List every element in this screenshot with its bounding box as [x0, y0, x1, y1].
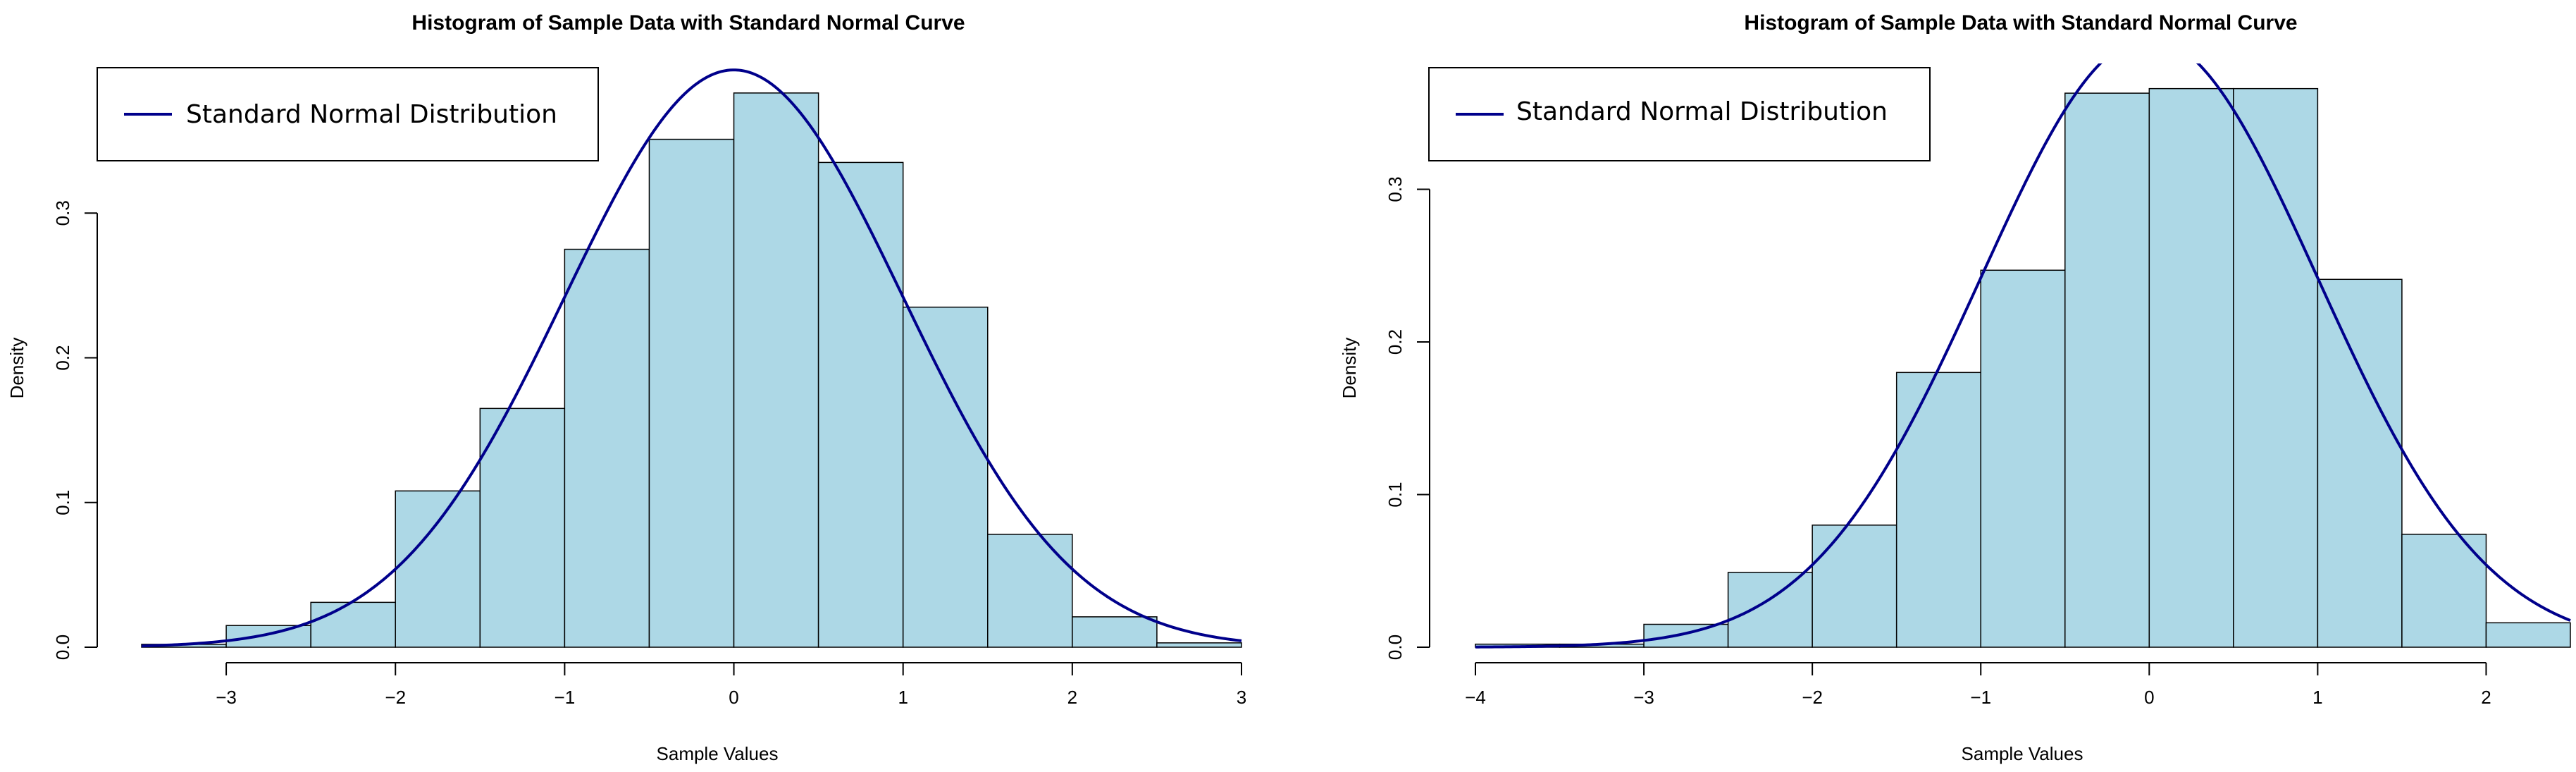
- legend-label: Standard Normal Distribution: [186, 100, 557, 129]
- x-tick-label: 0: [2144, 687, 2154, 708]
- histogram-bar: [733, 92, 819, 648]
- y-axis-label: Density: [6, 338, 27, 399]
- normal-curve-line: [141, 68, 1242, 648]
- y-tick-label: 0.3: [52, 200, 73, 226]
- histogram-bar: [1072, 616, 1158, 648]
- legend-box: [97, 67, 599, 161]
- y-tick-label: 0.1: [1385, 482, 1406, 507]
- y-tick-label: 0.0: [1385, 635, 1406, 660]
- x-tick-label: 2: [2481, 687, 2491, 708]
- histogram-bar: [2148, 87, 2234, 648]
- bars: [141, 92, 1242, 648]
- legend-box: [1428, 67, 1931, 161]
- x-axis-label: Sample Values: [1962, 743, 2083, 764]
- histogram-bar: [395, 490, 481, 648]
- histogram-bar: [1643, 623, 1729, 648]
- x-tick-label: 3: [1237, 687, 1246, 708]
- y-axis: 0.0 0.1 0.2 0.3: [1385, 176, 1430, 660]
- y-tick-label: 0.1: [52, 490, 73, 515]
- x-tick-label: −4: [1465, 687, 1486, 708]
- x-axis: −4 −3 −2 −1 0 1 2: [1465, 662, 2491, 708]
- legend: Standard Normal Distribution: [97, 67, 599, 161]
- histogram-bar: [2233, 87, 2319, 648]
- bars: [1475, 87, 2571, 648]
- x-tick-label: −3: [216, 687, 237, 708]
- normal-curve: [1475, 63, 2571, 649]
- x-tick-label: −3: [1633, 687, 1654, 708]
- chart-panel-right: Histogram of Sample Data with Standard N…: [1339, 11, 2571, 764]
- histogram-bar: [1812, 525, 1897, 648]
- chart-title: Histogram of Sample Data with Standard N…: [411, 11, 965, 35]
- histogram-bar: [902, 306, 989, 648]
- x-tick-label: 1: [898, 687, 908, 708]
- chart-panel-left: Histogram of Sample Data with Standard N…: [6, 11, 1246, 764]
- x-axis: −3 −2 −1 0 1 2 3: [216, 662, 1246, 708]
- histogram-bar: [310, 601, 396, 648]
- histogram-bar: [2485, 622, 2571, 648]
- histogram-bar: [1156, 642, 1242, 648]
- histogram-bar: [2401, 534, 2487, 648]
- histogram-bar: [817, 161, 904, 648]
- histogram-bar: [479, 408, 566, 648]
- histogram-bar: [648, 138, 735, 648]
- x-tick-label: −1: [1970, 687, 1991, 708]
- legend-label: Standard Normal Distribution: [1516, 97, 1888, 126]
- histogram-bar: [1727, 572, 1813, 648]
- y-axis: 0.0 0.1 0.2 0.3: [52, 200, 98, 660]
- normal-curve-line: [1475, 63, 2571, 649]
- histogram-bar: [1980, 269, 2066, 648]
- histogram-bar: [564, 248, 650, 648]
- chart-title: Histogram of Sample Data with Standard N…: [1744, 11, 2297, 35]
- y-axis-label: Density: [1339, 338, 1360, 399]
- x-tick-label: −2: [1802, 687, 1823, 708]
- x-tick-label: −2: [385, 687, 406, 708]
- histogram-bar: [987, 534, 1073, 648]
- y-tick-label: 0.2: [52, 345, 73, 370]
- x-tick-label: 1: [2312, 687, 2322, 708]
- histogram-bar: [225, 625, 311, 648]
- histogram-bar: [2064, 92, 2150, 648]
- x-tick-label: 2: [1067, 687, 1077, 708]
- y-tick-label: 0.2: [1385, 329, 1406, 355]
- legend: Standard Normal Distribution: [1428, 67, 1931, 161]
- histogram-bar: [1895, 372, 1981, 648]
- x-tick-label: −1: [555, 687, 576, 708]
- x-tick-label: 0: [729, 687, 738, 708]
- x-axis-label: Sample Values: [657, 743, 779, 764]
- normal-curve: [141, 68, 1242, 648]
- y-tick-label: 0.3: [1385, 176, 1406, 202]
- histogram-bar: [2317, 278, 2403, 648]
- y-tick-label: 0.0: [52, 635, 73, 660]
